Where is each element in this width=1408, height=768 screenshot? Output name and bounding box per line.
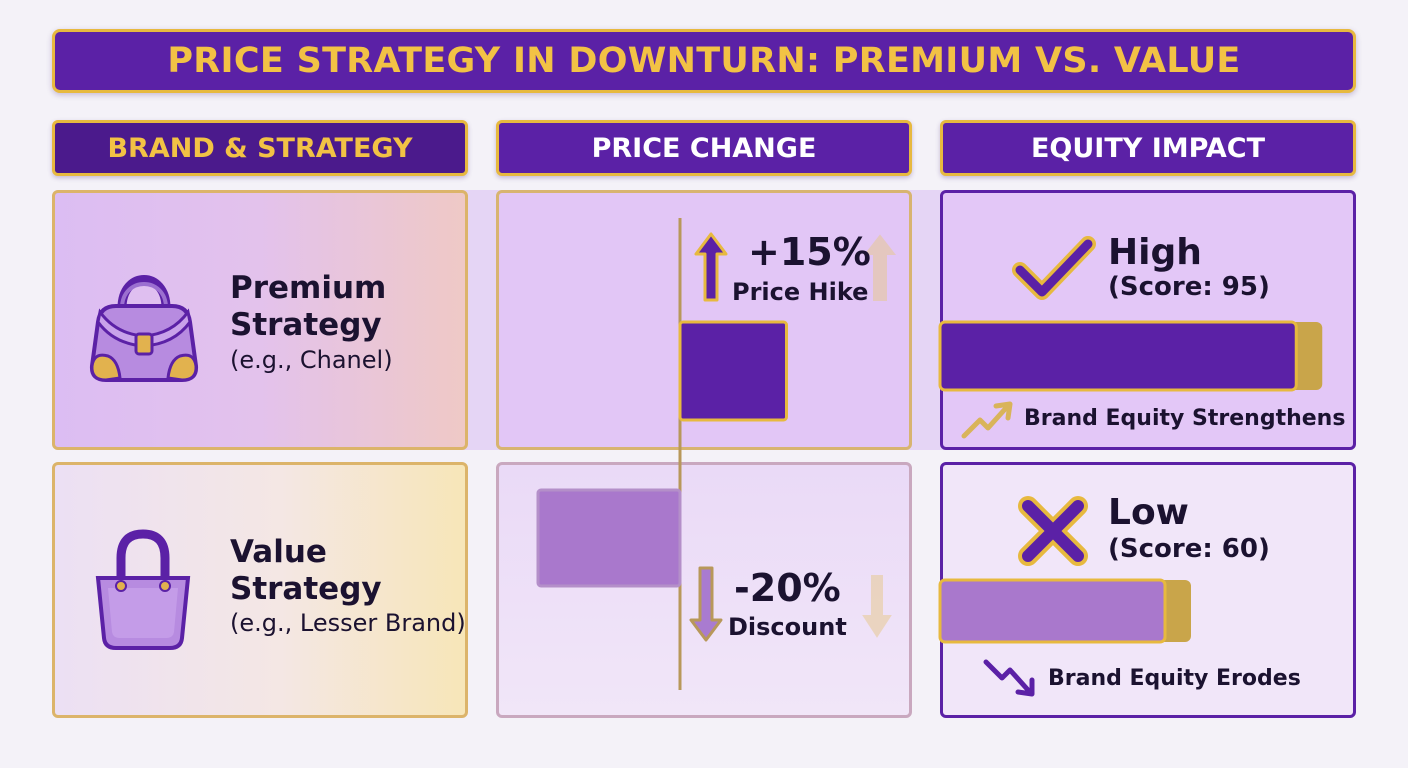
- equity-impact-chart: [938, 320, 1323, 644]
- price-up-arrow-icon: [694, 232, 728, 302]
- premium-impact-level: High: [1108, 232, 1202, 273]
- price-down-arrow-icon: [689, 566, 723, 642]
- equity-impact-bar-premium: [938, 320, 1298, 392]
- column-header-brand-label: BRAND & STRATEGY: [107, 132, 413, 164]
- premium-price-change-value: +15%: [748, 230, 871, 274]
- value-trend-text: Brand Equity Erodes: [1048, 666, 1301, 691]
- page-title: PRICE STRATEGY IN DOWNTURN: PREMIUM VS. …: [167, 41, 1241, 81]
- price-down-arrow-ghost-icon: [862, 575, 892, 638]
- column-header-price: PRICE CHANGE: [496, 120, 912, 176]
- column-header-brand: BRAND & STRATEGY: [52, 120, 468, 176]
- equity-impact-bar-value: [938, 578, 1167, 644]
- premium-strategy-name-line1: Premium: [230, 270, 387, 306]
- column-header-price-label: PRICE CHANGE: [591, 132, 817, 164]
- value-strategy-example: (e.g., Lesser Brand): [230, 609, 466, 637]
- value-price-change-value: -20%: [734, 566, 841, 610]
- checkmark-icon: [1012, 236, 1096, 300]
- premium-price-change-label: Price Hike: [732, 278, 869, 306]
- column-header-equity-label: EQUITY IMPACT: [1030, 132, 1266, 164]
- value-impact-level: Low: [1108, 492, 1189, 533]
- value-impact-score: (Score: 60): [1108, 534, 1270, 564]
- price-up-arrow-ghost-icon: [863, 234, 897, 301]
- value-strategy-name-line2: Strategy: [230, 571, 382, 607]
- trend-up-icon: [961, 401, 1013, 439]
- price-change-bar-value: [536, 488, 682, 588]
- trend-down-icon: [983, 659, 1035, 697]
- handbag-icon: [89, 275, 199, 382]
- premium-impact-score: (Score: 95): [1108, 272, 1270, 302]
- premium-strategy-name-line2: Strategy: [230, 307, 382, 343]
- price-change-chart: [536, 218, 897, 690]
- price-change-bar-premium: [678, 320, 788, 422]
- premium-strategy-example: (e.g., Chanel): [230, 346, 393, 374]
- page-title-bar: PRICE STRATEGY IN DOWNTURN: PREMIUM VS. …: [52, 29, 1356, 93]
- value-strategy-name-line1: Value: [230, 534, 327, 570]
- tote-bag-icon: [95, 529, 191, 650]
- value-price-change-label: Discount: [728, 613, 847, 641]
- premium-trend-text: Brand Equity Strengthens: [1024, 406, 1346, 431]
- column-header-equity: EQUITY IMPACT: [940, 120, 1356, 176]
- cross-icon: [1018, 496, 1088, 566]
